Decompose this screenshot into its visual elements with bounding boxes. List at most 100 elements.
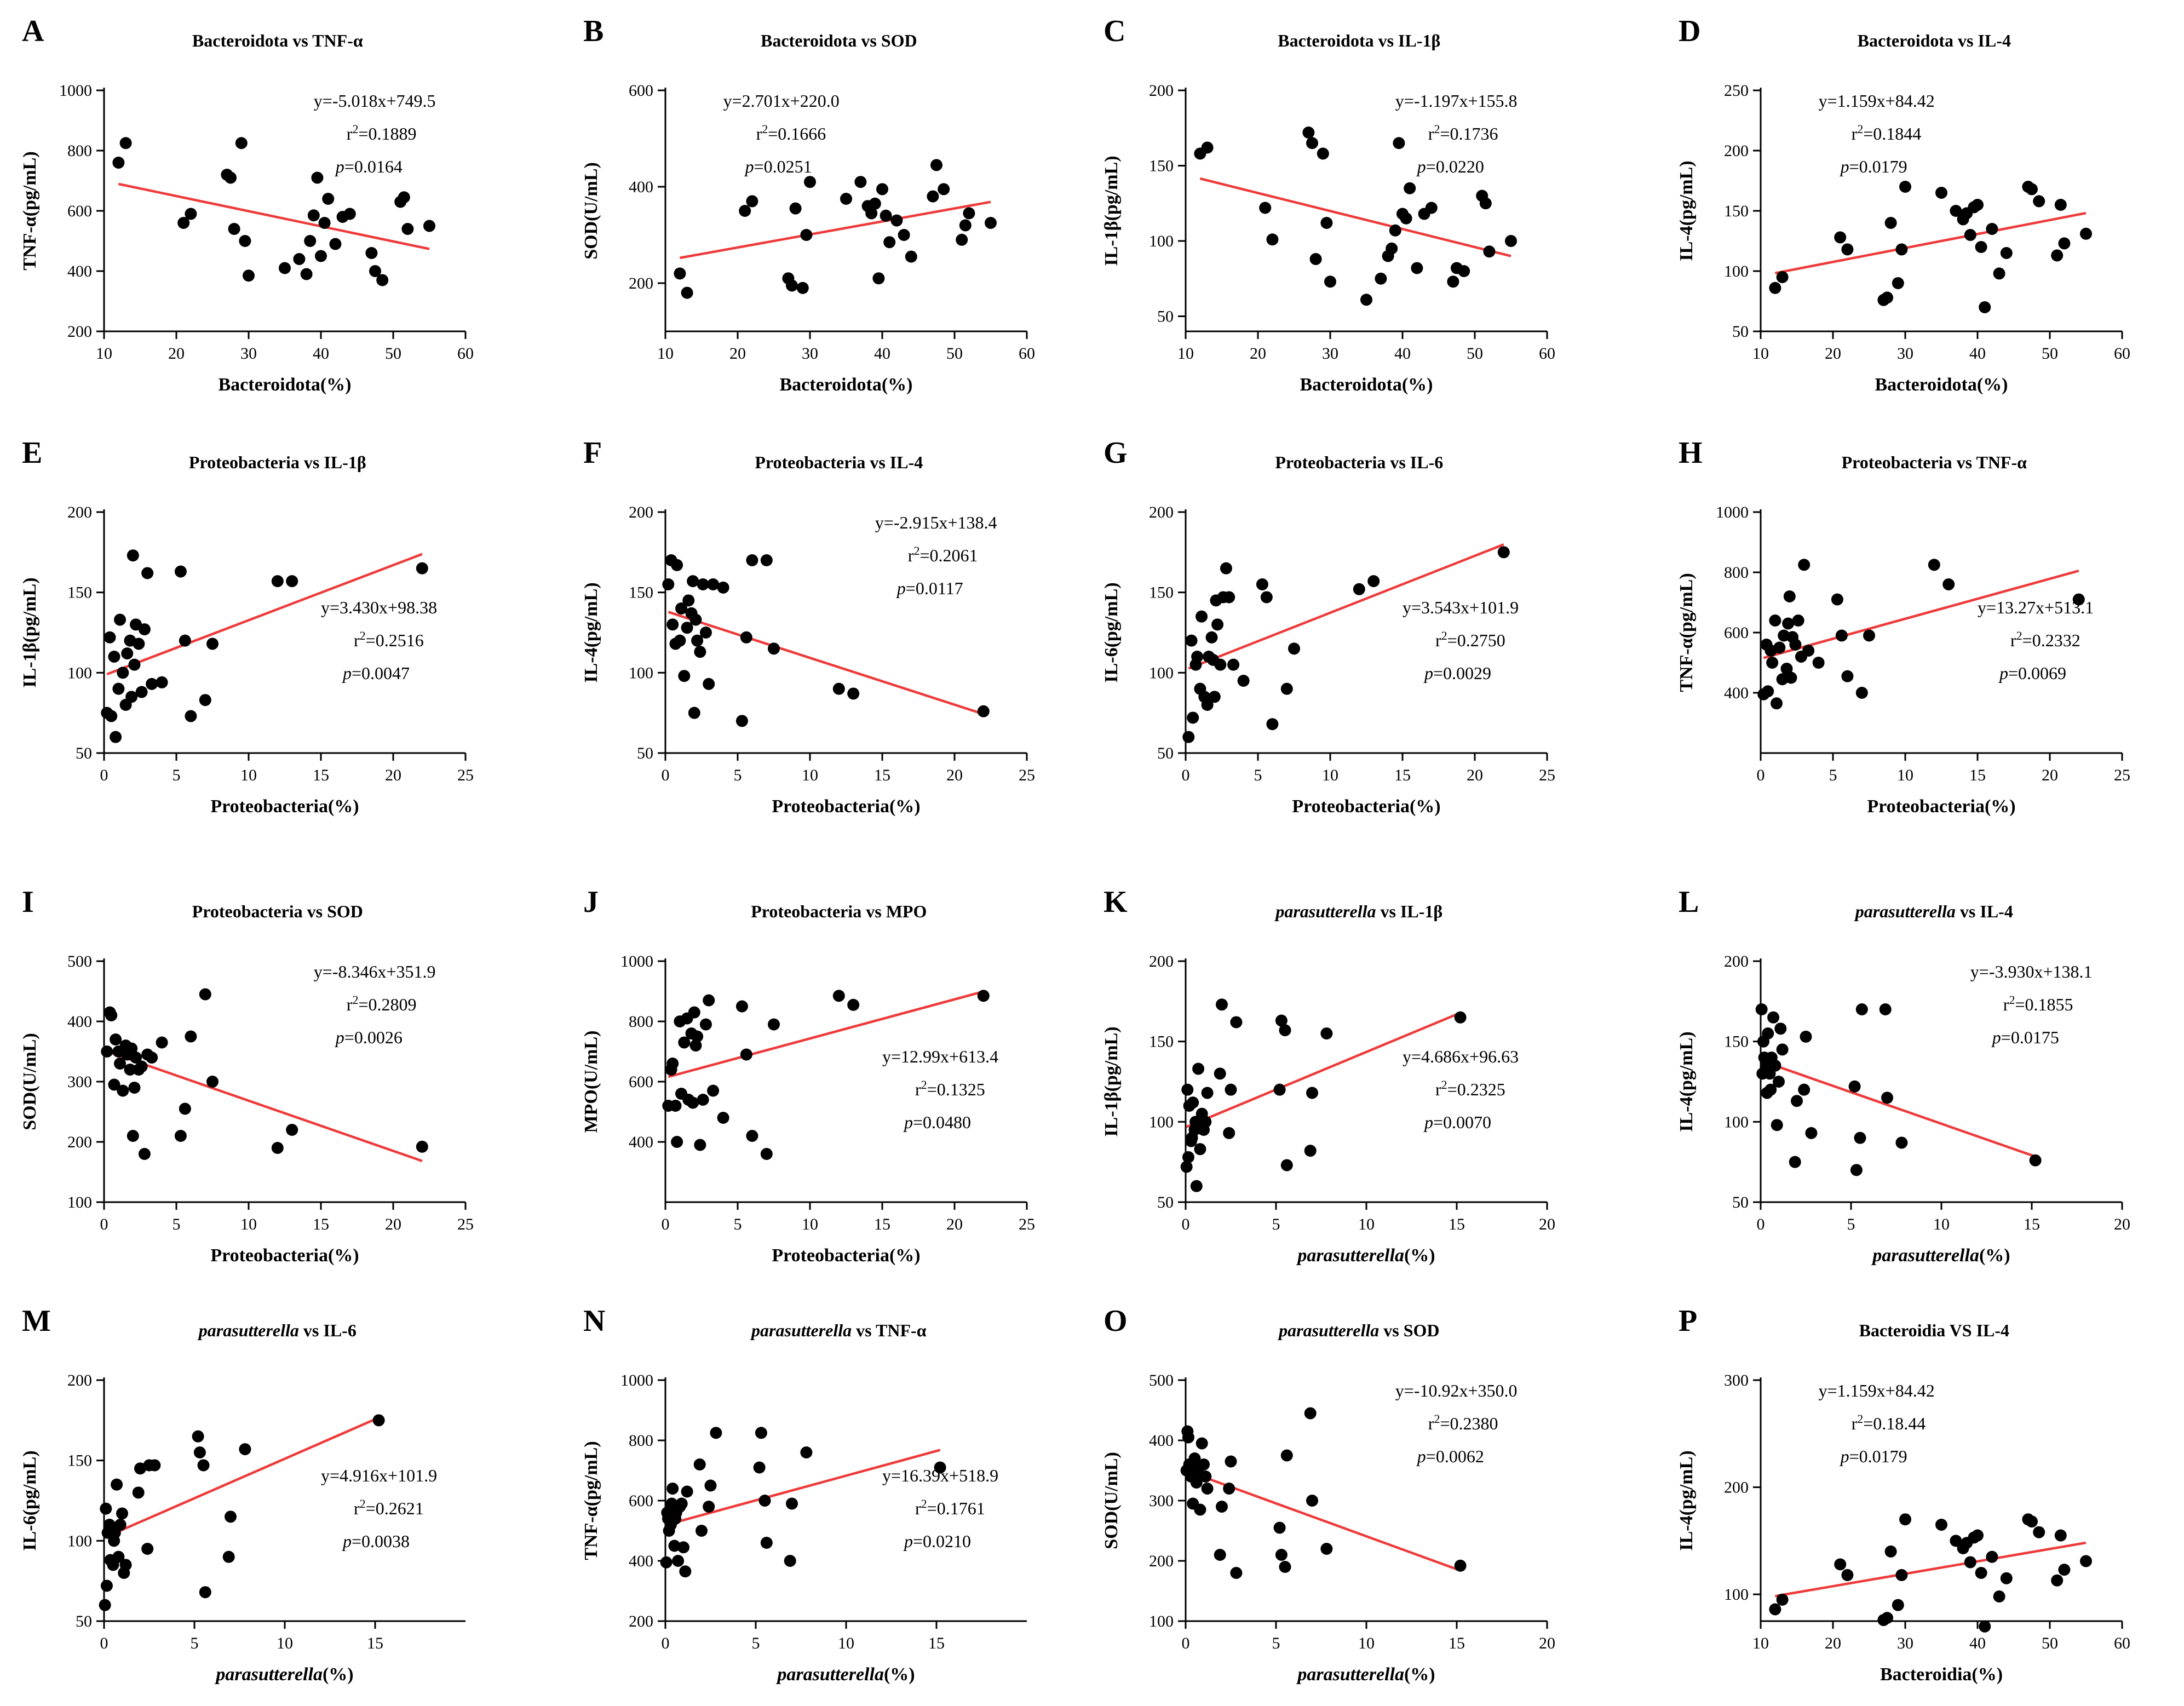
chart-title-taxon: parasutterella: [197, 1320, 299, 1340]
r-squared-exponent: 2: [2009, 993, 2015, 1007]
data-point: [784, 1555, 796, 1567]
data-point: [1223, 1127, 1235, 1139]
data-point: [865, 207, 878, 220]
y-tick-label: 150: [67, 1452, 92, 1470]
y-axis-title: IL-1β(pg/mL): [1101, 156, 1122, 266]
x-tick-label: 15: [1449, 1634, 1465, 1652]
data-point: [315, 250, 327, 262]
x-tick-label: 15: [313, 766, 329, 784]
data-point: [2033, 195, 2045, 208]
x-tick-label: 15: [1394, 766, 1411, 784]
data-point: [1993, 1590, 2005, 1603]
x-axis-title-taxon: parasutterella: [1296, 1245, 1404, 1266]
data-point: [740, 631, 752, 644]
data-point: [1762, 1027, 1774, 1039]
regression-equation: y=-10.92x+350.0: [1395, 1381, 1518, 1400]
data-point: [869, 197, 881, 210]
y-tick-label: 100: [1149, 1113, 1174, 1131]
data-point: [1895, 1569, 1908, 1581]
data-point: [1785, 671, 1797, 684]
chart-title-taxon: parasutterella: [1277, 1320, 1379, 1340]
data-point: [678, 1036, 691, 1049]
data-point: [1986, 1550, 1998, 1563]
x-tick-label: 15: [2024, 1215, 2040, 1233]
data-point: [710, 1427, 722, 1439]
y-axis-title: IL-4(pg/mL): [1676, 160, 1697, 261]
p-symbol: p: [1991, 1027, 2001, 1047]
data-point: [1879, 1003, 1892, 1015]
data-point: [666, 618, 679, 631]
y-axis-title: TNF-α(pg/mL): [20, 151, 40, 270]
data-point: [1776, 1593, 1789, 1606]
data-point: [1774, 1023, 1787, 1035]
data-point: [108, 1078, 120, 1091]
panel-i: I Proteobacteria vs SOD 0 5 10 15 20 25 100 200 30…: [20, 885, 474, 1266]
data-point: [1367, 575, 1380, 588]
chart-title-rest: vs IL-1β: [1376, 901, 1442, 921]
data-point: [876, 183, 888, 196]
chart-title: Bacteroidota vs IL-4: [1858, 31, 2011, 50]
data-point: [671, 559, 683, 571]
data-point: [116, 1507, 128, 1520]
y-axis-title: IL-6(pg/mL): [1101, 582, 1122, 682]
data-point: [1275, 1014, 1288, 1027]
x-axis-title: Proteobacteria(%): [1867, 796, 2015, 817]
data-point: [694, 646, 706, 658]
data-point: [1881, 1612, 1893, 1624]
data-point: [1302, 127, 1315, 139]
data-point: [739, 205, 751, 217]
x-axis-title-unit: (%): [323, 1664, 354, 1685]
data-point: [199, 1586, 211, 1599]
regression-equation: y=12.99x+613.4: [882, 1047, 998, 1066]
data-point: [1782, 617, 1795, 630]
p-value: p=0.0029: [1423, 663, 1491, 683]
data-point: [2080, 1555, 2092, 1567]
data-point: [112, 157, 125, 169]
x-axis-title-taxon: parasutterella: [214, 1664, 323, 1685]
data-point: [847, 687, 860, 700]
data-point: [108, 651, 120, 663]
r-squared: r2=0.2516: [354, 628, 424, 650]
data-point: [1942, 578, 1955, 590]
data-point: [1199, 1471, 1212, 1483]
p-symbol: p: [342, 663, 352, 683]
data-point: [146, 677, 158, 690]
x-tick-label: 60: [2114, 1634, 2130, 1652]
data-point: [1841, 670, 1854, 682]
data-point: [100, 1502, 112, 1515]
data-point: [1196, 610, 1208, 623]
data-point: [372, 1414, 385, 1427]
data-point: [1950, 1535, 1962, 1547]
regression-line: [666, 1449, 941, 1526]
data-point: [1187, 1096, 1199, 1109]
y-axis-title: SOD(U/mL): [20, 1033, 40, 1130]
data-point: [1975, 1567, 1987, 1579]
panel-letter: F: [583, 436, 602, 470]
x-tick-label: 10: [657, 344, 674, 363]
data-point: [678, 670, 691, 682]
data-point: [1201, 141, 1214, 154]
data-point: [130, 1052, 142, 1064]
data-point: [691, 1030, 704, 1043]
data-point: [1279, 1024, 1291, 1037]
x-tick-label: 0: [1757, 1215, 1765, 1233]
y-axis-title: SOD(U/mL): [1101, 1452, 1122, 1549]
x-axis-title: parasutterella(%): [1296, 1245, 1435, 1266]
r-symbol: r: [347, 124, 353, 143]
x-tick-label: 0: [100, 1215, 108, 1233]
chart-title: Bacteroidota vs SOD: [761, 31, 917, 50]
r-squared-value: =0.2809: [358, 995, 416, 1014]
r-squared-value: =0.1855: [2015, 995, 2073, 1014]
regression-equation: y=1.159x+84.42: [1819, 91, 1935, 111]
data-point: [662, 578, 675, 590]
data-point: [114, 613, 127, 626]
data-point: [1986, 223, 1998, 235]
data-point: [119, 137, 132, 150]
regression-line: [1199, 177, 1511, 257]
data-point: [2000, 247, 2013, 259]
x-axis-title: Bacteroidota(%): [1300, 375, 1433, 395]
r-squared-value: =0.1736: [1440, 124, 1498, 143]
data-point: [671, 1136, 683, 1148]
chart-title: parasutterella vs SOD: [1277, 1320, 1439, 1340]
